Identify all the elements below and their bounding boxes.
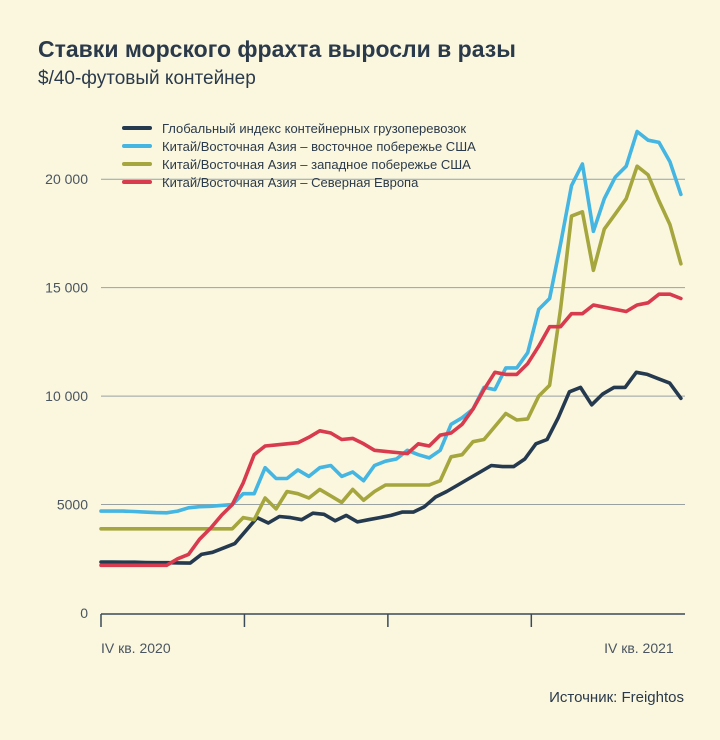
series-line-4 xyxy=(99,292,683,568)
series-line-1 xyxy=(99,370,683,565)
legend: Глобальный индекс контейнерных грузопере… xyxy=(122,121,476,190)
legend-label: Китай/Восточная Азия – восточное побереж… xyxy=(162,139,476,154)
legend-label: Китай/Восточная Азия – западное побережь… xyxy=(162,157,471,172)
chart-title: Ставки морского фрахта выросли в разы xyxy=(38,36,516,62)
y-tick-label: 10 000 xyxy=(45,388,88,404)
y-tick-label: 0 xyxy=(80,605,88,621)
series-lines xyxy=(99,129,683,568)
series-line-3 xyxy=(99,164,683,531)
chart-subtitle: $/40-футовый контейнер xyxy=(38,68,256,89)
legend-label: Глобальный индекс контейнерных грузопере… xyxy=(162,121,466,136)
gridlines: 0 5000 10 000 15 000 20 000 xyxy=(45,171,685,621)
legend-label: Китай/Восточная Азия – Северная Европа xyxy=(162,175,419,190)
x-tick-label: IV кв. 2020 xyxy=(101,640,171,656)
y-tick-label: 15 000 xyxy=(45,280,88,296)
y-tick-label: 5000 xyxy=(57,497,88,513)
x-axis: IV кв. 2020 IV кв. 2021 xyxy=(100,613,685,656)
y-tick-label: 20 000 xyxy=(45,171,88,187)
x-tick-label: IV кв. 2021 xyxy=(604,640,674,656)
series-line-2 xyxy=(99,129,683,515)
source-note: Источник: Freightos xyxy=(549,689,684,706)
